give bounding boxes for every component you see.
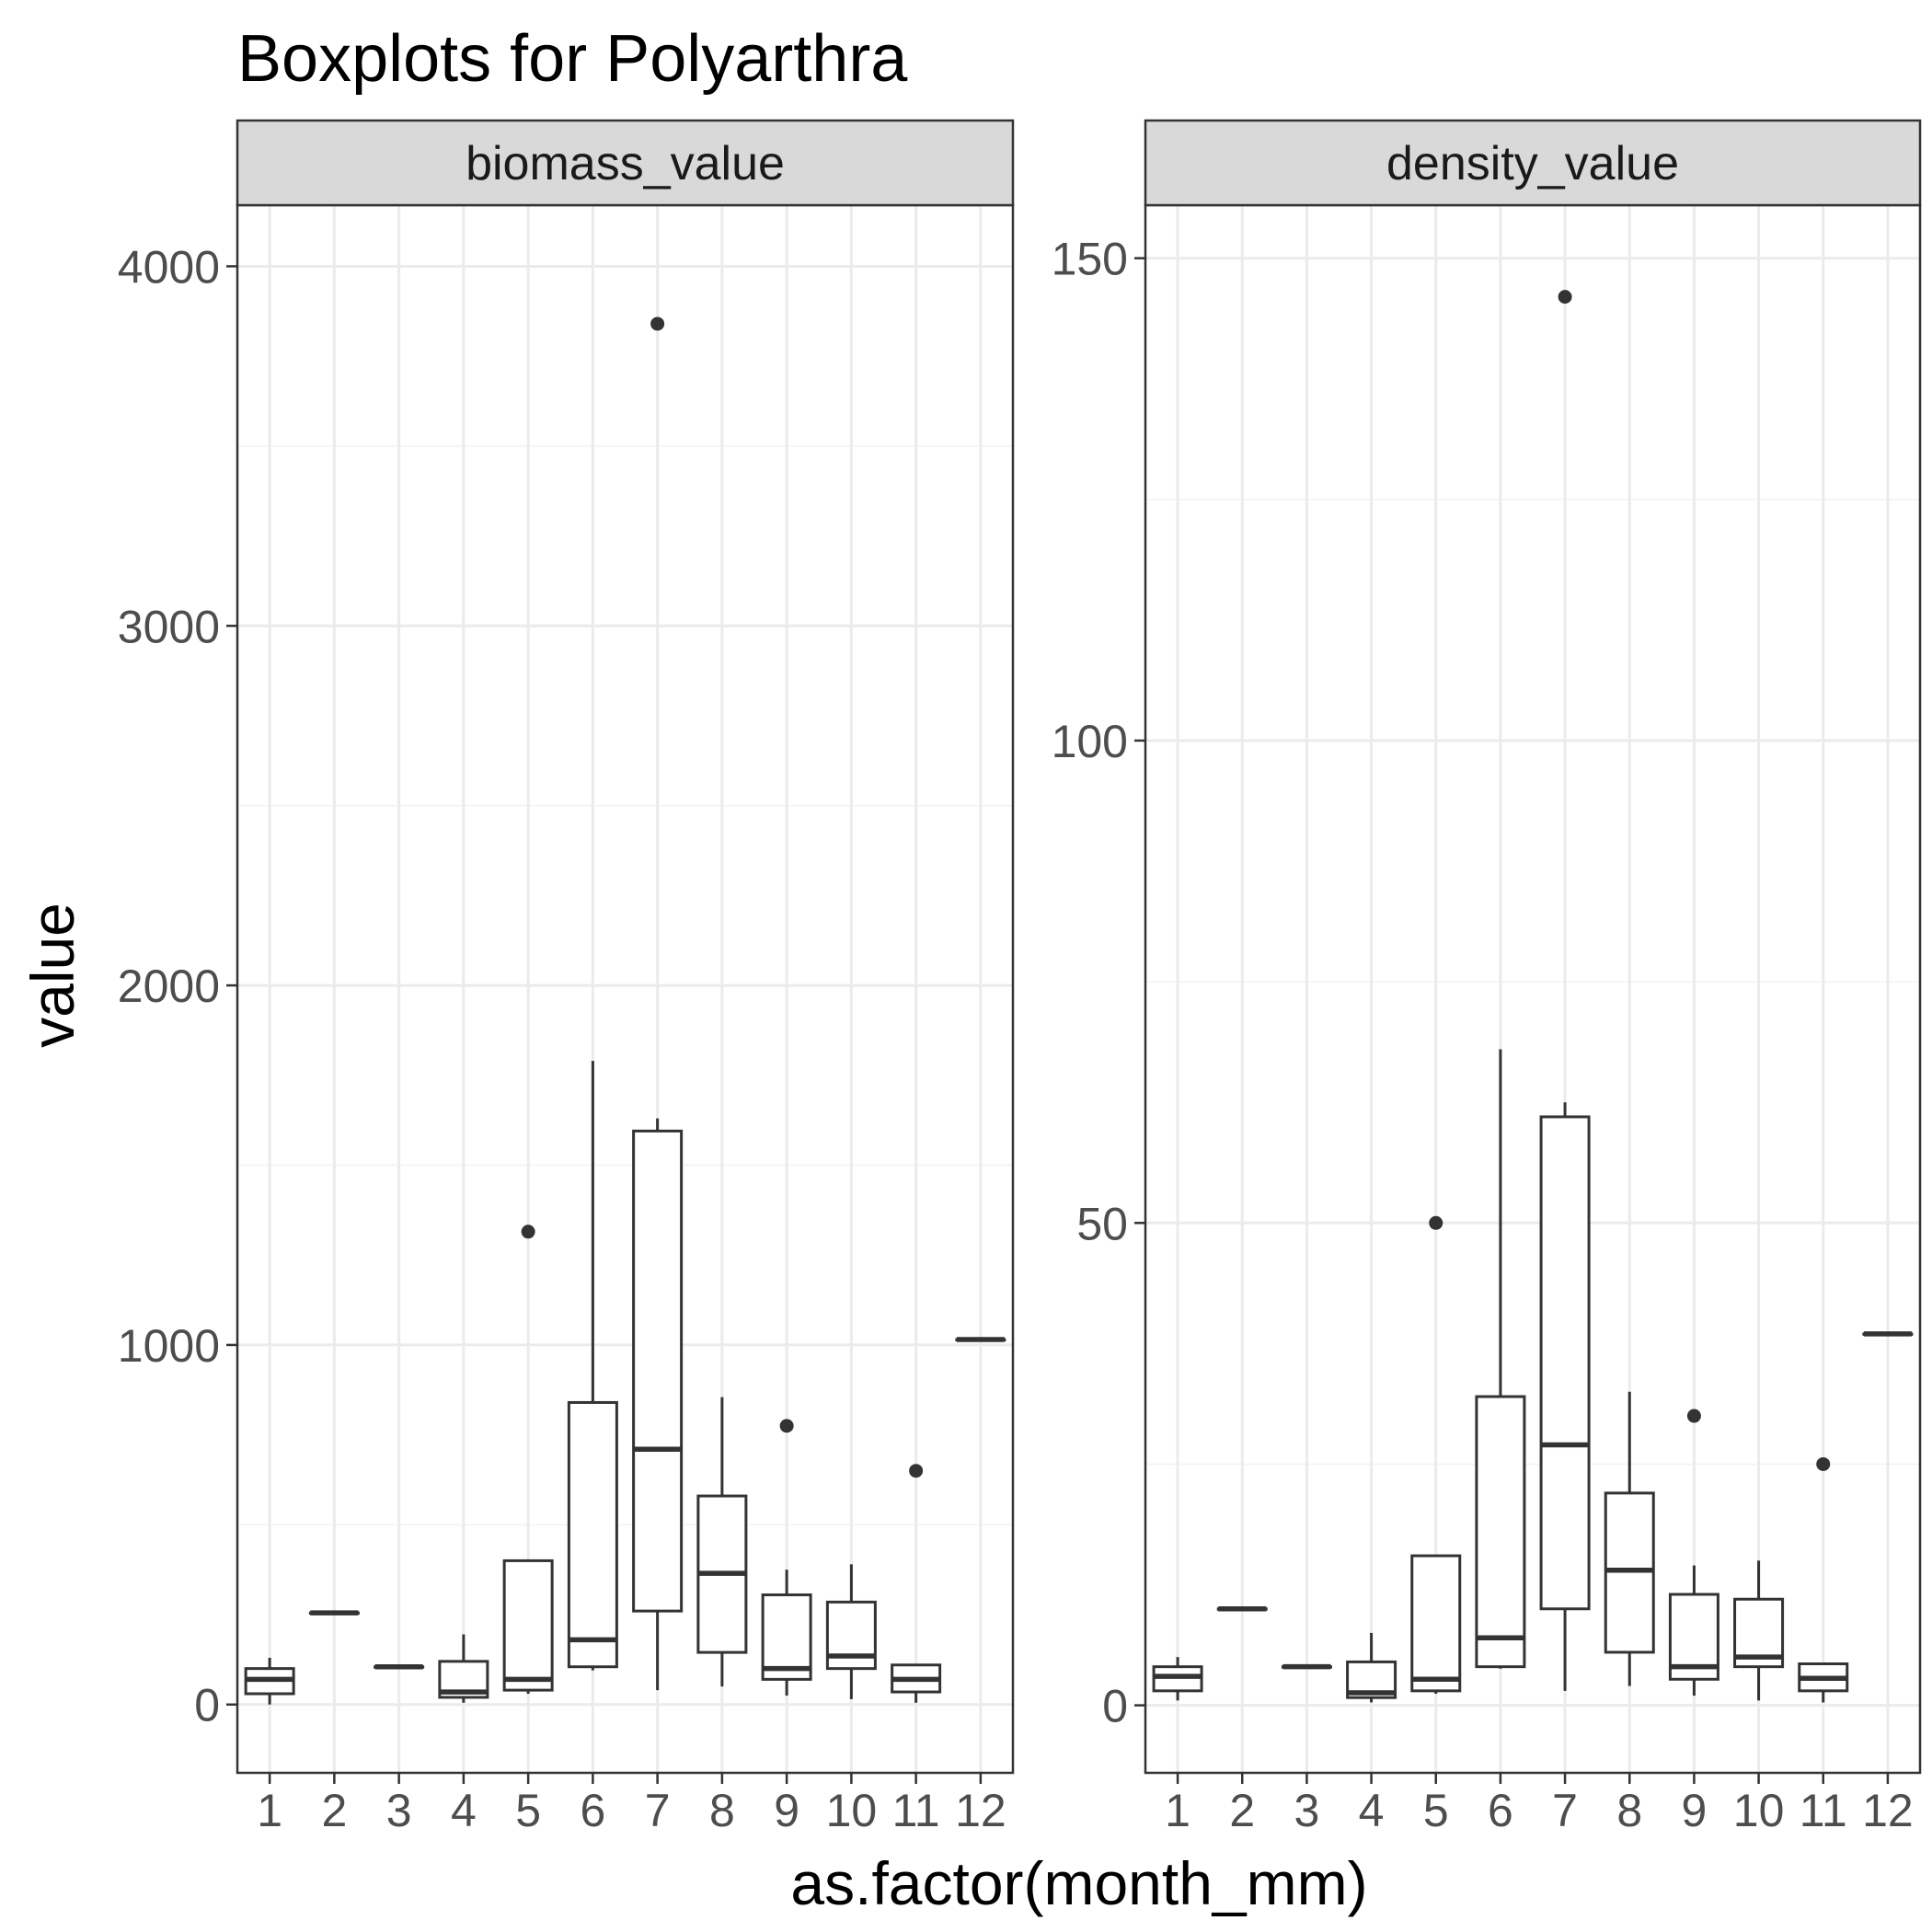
facet-biomass-value-y-tick-label: 4000	[118, 241, 220, 293]
facet-biomass-value-box-month-8	[696, 1397, 748, 1687]
outlier-point	[909, 1464, 924, 1478]
iqr-box	[1539, 1115, 1591, 1611]
facet-density-value-box-month-7	[1539, 290, 1591, 1691]
facet-density-value-x-tick-label: 2	[1229, 1785, 1255, 1836]
facet-density-value-box-month-2	[1216, 1605, 1268, 1612]
facet-density-value-x-tick-label: 4	[1359, 1785, 1385, 1836]
facet-biomass-value-x-tick-label: 9	[774, 1785, 799, 1836]
facet-density-value-x-tick-label: 3	[1294, 1785, 1320, 1836]
facet-density-value-x-tick-label: 6	[1488, 1785, 1513, 1836]
facet-density-value-x-tick-label: 1	[1165, 1785, 1190, 1836]
facet-density-value-box-month-1	[1152, 1657, 1203, 1701]
facet-density-value-y-tick-label: 150	[1052, 234, 1128, 285]
facet-biomass-value-y-tick-label: 2000	[118, 960, 220, 1012]
facet-density-value-strip-label: density_value	[1386, 137, 1679, 190]
facet-density-value-y-tick-label: 50	[1076, 1198, 1128, 1249]
facet-density-value-y-tick-label: 0	[1102, 1681, 1128, 1732]
outlier-point	[650, 316, 665, 331]
iqr-box	[502, 1558, 554, 1692]
facet-biomass-value-x-tick-label: 3	[386, 1785, 412, 1836]
facet-density-value-box-month-9	[1668, 1409, 1719, 1696]
facet-biomass-value-x-tick-label: 11	[892, 1785, 940, 1836]
iqr-box	[632, 1129, 684, 1613]
facet-biomass-value-x-tick-label: 8	[709, 1785, 735, 1836]
facet-biomass-value-x-tick-label: 4	[451, 1785, 477, 1836]
facet-density-value-x-tick-label: 5	[1423, 1785, 1449, 1836]
facet-biomass-value-box-month-7	[632, 316, 684, 1691]
facet-density-value-box-month-12	[1862, 1331, 1914, 1337]
facet-biomass-value-strip-label: biomass_value	[466, 137, 785, 190]
iqr-box	[1410, 1554, 1462, 1693]
iqr-box	[825, 1600, 877, 1671]
facet-biomass-value-y-tick-label: 0	[194, 1680, 220, 1731]
facet-biomass-value-box-month-6	[567, 1061, 618, 1671]
facet-density-value-box-month-5	[1410, 1215, 1462, 1695]
facet-biomass-value-box-month-5	[502, 1225, 554, 1695]
facet-biomass-value-panel-background	[237, 205, 1013, 1773]
outlier-point	[1429, 1215, 1443, 1230]
facet-biomass-value-x-tick-label: 1	[257, 1785, 282, 1836]
facet-biomass-value-box-month-9	[761, 1419, 812, 1696]
facet-biomass-value-y-tick-label: 1000	[118, 1320, 220, 1372]
facet-density-value-x-tick-label: 11	[1800, 1785, 1847, 1836]
facet-biomass-value-y-tick-label: 3000	[118, 601, 220, 652]
facet-biomass-value-box-month-2	[308, 1610, 360, 1616]
outlier-point	[1686, 1409, 1701, 1423]
facet-biomass-value-x-tick-label: 2	[321, 1785, 347, 1836]
chart-title: Boxplots for Polyarthra	[237, 22, 908, 96]
iqr-box	[567, 1400, 618, 1669]
iqr-box	[1475, 1395, 1526, 1669]
outlier-point	[1558, 290, 1572, 305]
facet-density-value-box-month-8	[1604, 1391, 1655, 1686]
facet-density-value-x-tick-label: 8	[1616, 1785, 1642, 1836]
iqr-box	[761, 1593, 812, 1681]
facet-biomass-value-box-month-4	[438, 1634, 489, 1703]
outlier-point	[779, 1419, 794, 1433]
facet-biomass-value-box-month-11	[891, 1464, 942, 1703]
facet-density-value-panel-background	[1145, 205, 1920, 1773]
facet-biomass-value-box-month-10	[825, 1564, 877, 1699]
facet-biomass-value-x-tick-label: 12	[955, 1785, 1006, 1836]
facet-biomass-value-x-tick-label: 10	[826, 1785, 878, 1836]
facet-density-value-x-tick-label: 12	[1862, 1785, 1914, 1836]
facet-density-value-x-tick-label: 10	[1733, 1785, 1785, 1836]
y-axis-title: value	[18, 903, 86, 1048]
facet-density-value-box-month-10	[1733, 1560, 1785, 1701]
facet-biomass-value-x-tick-label: 5	[515, 1785, 541, 1836]
facet-density-value-strip	[1144, 119, 1922, 207]
outlier-point	[1816, 1456, 1831, 1471]
facet-density-value-box-month-11	[1798, 1456, 1849, 1703]
facet-density-value-box-month-6	[1475, 1049, 1526, 1669]
outlier-point	[521, 1225, 535, 1239]
facet-biomass-value-box-month-1	[244, 1657, 295, 1705]
facet-biomass-value-x-tick-label: 7	[645, 1785, 671, 1836]
facet-biomass-value-x-tick-label: 6	[580, 1785, 605, 1836]
facet-density-value-box-month-3	[1281, 1663, 1332, 1670]
facet-density-value-y-tick-label: 100	[1052, 716, 1128, 767]
facet-density-value-x-tick-label: 9	[1682, 1785, 1708, 1836]
x-axis-title: as.factor(month_mm)	[790, 1849, 1367, 1917]
facet-density-value-x-tick-label: 7	[1552, 1785, 1578, 1836]
facet-biomass-value-strip	[236, 119, 1015, 207]
facet-biomass-value-box-month-3	[374, 1663, 425, 1670]
facet-density-value-box-month-4	[1346, 1632, 1397, 1703]
